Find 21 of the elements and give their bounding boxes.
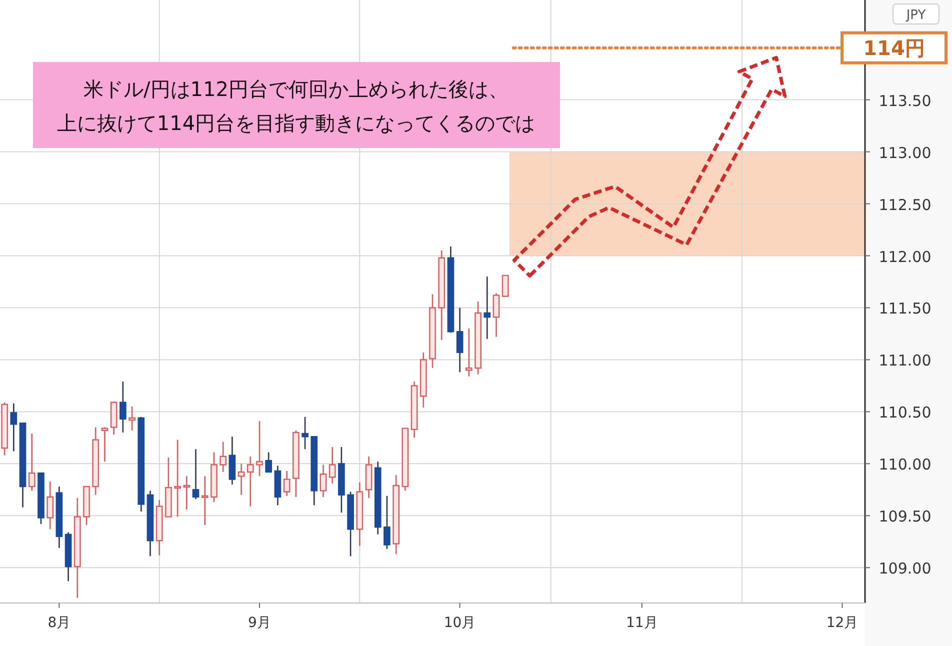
x-tick-label: 10月 <box>444 615 476 631</box>
x-tick-label: 12月 <box>826 615 858 631</box>
annotation: 上に抜けて114円台を目指す動きになってくるのでは <box>56 111 536 135</box>
y-tick-label: 110.00 <box>878 456 932 474</box>
annotation-box: 米ドル/円は112円台で何回か上められた後は、 上に抜けて114円台を目指す動きになってくるのでは <box>33 62 560 148</box>
ref-label: 114円 <box>840 31 948 64</box>
ref-line-label: 114円 <box>863 36 925 60</box>
x-tick-label: 8月 <box>48 615 71 631</box>
y-tick-label: 111.00 <box>878 352 932 370</box>
y-tick-label: 111.50 <box>878 300 932 318</box>
y-tick-label: 113.50 <box>878 92 932 110</box>
y-tick-label: 110.50 <box>878 404 932 422</box>
y-tick-label: 112.00 <box>878 248 932 266</box>
y-tick-label: 113.00 <box>878 144 932 162</box>
x-tick-label: 11月 <box>626 615 658 631</box>
y-tick-label: 109.00 <box>878 560 932 578</box>
x-tick-label: 9月 <box>248 615 271 631</box>
text: JPY <box>905 8 926 23</box>
annotation: 米ドル/円は112円台で何回か上められた後は、 <box>84 77 508 101</box>
y-tick-label: 109.50 <box>878 508 932 526</box>
y-tick-label: 112.50 <box>878 196 932 214</box>
